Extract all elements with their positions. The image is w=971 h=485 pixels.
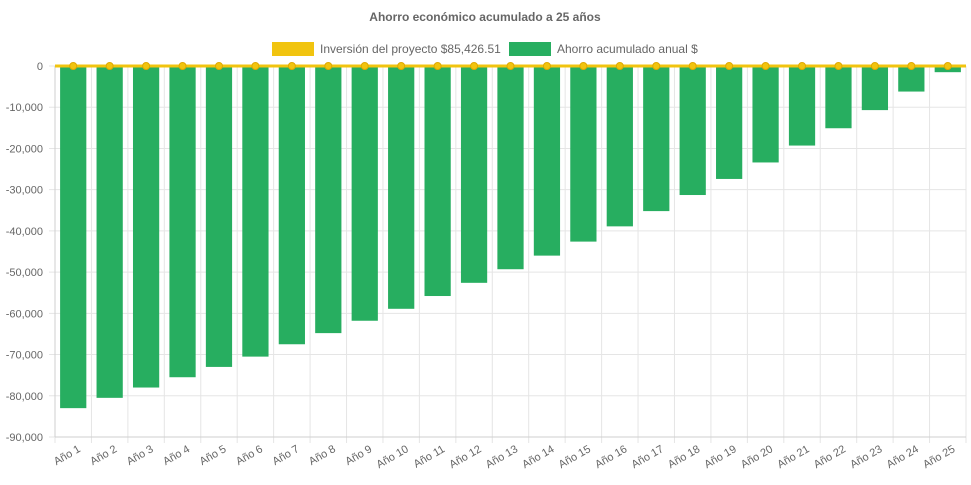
x-tick-label: Año 15: [557, 443, 593, 471]
x-tick-label: Año 16: [593, 443, 629, 471]
line-point[interactable]: [506, 62, 515, 70]
x-tick-label: Año 4: [161, 443, 192, 468]
x-tick-label: Año 12: [447, 443, 483, 471]
x-tick-label: Año 7: [270, 443, 301, 468]
x-axis-ticks: Año 1 Año 2 Año 3 Año 4 Año 5 Año 6 Año 7 Año 8…: [52, 443, 957, 471]
line-point[interactable]: [615, 62, 624, 70]
x-tick-label: Año 8: [307, 443, 338, 468]
line-point[interactable]: [433, 62, 442, 70]
bar[interactable]: [351, 66, 378, 321]
line-point[interactable]: [324, 62, 333, 70]
x-tick-label: Año 1: [52, 443, 83, 468]
bar[interactable]: [570, 66, 597, 242]
bar[interactable]: [716, 66, 743, 179]
x-tick-label: Año 24: [885, 443, 921, 471]
line-point[interactable]: [251, 62, 260, 70]
x-tick-label: Año 14: [520, 443, 556, 471]
legend-swatch-investment[interactable]: [272, 42, 314, 56]
bar[interactable]: [315, 66, 342, 334]
bar[interactable]: [861, 66, 889, 111]
line-point[interactable]: [214, 62, 223, 70]
x-tick-label: Año 21: [775, 443, 811, 471]
x-tick-label: Año 23: [848, 443, 884, 471]
bar[interactable]: [388, 66, 415, 309]
bar[interactable]: [679, 66, 706, 196]
bar[interactable]: [643, 66, 670, 212]
bar[interactable]: [60, 66, 87, 409]
y-tick-label: -10,000: [6, 102, 43, 114]
line-point[interactable]: [688, 62, 697, 70]
investment-line: [55, 62, 966, 70]
bar[interactable]: [205, 66, 233, 367]
line-point[interactable]: [943, 62, 952, 70]
bar[interactable]: [460, 66, 488, 283]
y-tick-label: -80,000: [6, 391, 43, 403]
x-tick-label: Año 9: [343, 443, 374, 468]
line-point[interactable]: [761, 62, 770, 70]
x-tick-label: Año 18: [666, 443, 702, 471]
line-point[interactable]: [870, 62, 879, 70]
x-tick-label: Año 22: [812, 443, 848, 471]
bar[interactable]: [497, 66, 524, 270]
x-tick-label: Año 11: [412, 443, 447, 470]
y-tick-label: -30,000: [6, 185, 43, 197]
x-tick-label: Año 13: [484, 443, 520, 471]
y-tick-label: -70,000: [6, 350, 43, 362]
bar[interactable]: [825, 66, 852, 129]
x-tick-label: Año 6: [234, 443, 265, 468]
line-point[interactable]: [907, 62, 916, 70]
line-point[interactable]: [397, 62, 406, 70]
x-tick-label: Año 20: [739, 443, 775, 471]
y-tick-label: 0: [37, 61, 43, 73]
x-tick-label: Año 25: [921, 443, 957, 471]
line-point[interactable]: [178, 62, 187, 70]
legend-label-investment[interactable]: Inversión del proyecto $85,426.51: [320, 42, 501, 56]
x-tick-label: Año 3: [125, 443, 156, 468]
line-point[interactable]: [725, 62, 734, 70]
y-tick-label: -90,000: [6, 432, 43, 444]
bar[interactable]: [132, 66, 160, 388]
line-point[interactable]: [579, 62, 588, 70]
line-point[interactable]: [142, 62, 151, 70]
line-point[interactable]: [287, 62, 296, 70]
bar[interactable]: [278, 66, 305, 345]
x-tick-label: Año 19: [702, 443, 738, 471]
legend: Inversión del proyecto $85,426.51 Ahorro…: [272, 42, 698, 56]
y-axis-ticks: 0 -10,000 -20,000 -30,000 -40,000 -50,000 -60,…: [6, 61, 43, 444]
line-point[interactable]: [360, 62, 369, 70]
bar[interactable]: [606, 66, 633, 227]
bar[interactable]: [96, 66, 123, 398]
chart-title: Ahorro económico acumulado a 25 años: [369, 10, 601, 24]
x-tick-label: Año 2: [88, 443, 119, 468]
bar[interactable]: [424, 66, 451, 297]
line-point[interactable]: [834, 62, 843, 70]
y-tick-label: -20,000: [6, 143, 43, 155]
line-point[interactable]: [542, 62, 551, 70]
x-tick-label: Año 17: [630, 443, 666, 471]
y-tick-label: -50,000: [6, 267, 43, 279]
bar[interactable]: [169, 66, 196, 378]
bar[interactable]: [242, 66, 269, 357]
y-tick-label: -60,000: [6, 308, 43, 320]
line-point[interactable]: [470, 62, 479, 70]
y-tick-label: -40,000: [6, 226, 43, 238]
bar[interactable]: [533, 66, 561, 256]
x-tick-label: Año 10: [374, 443, 410, 471]
line-point[interactable]: [652, 62, 661, 70]
bar[interactable]: [752, 66, 779, 163]
bar[interactable]: [788, 66, 816, 146]
legend-swatch-savings[interactable]: [509, 42, 551, 56]
bar[interactable]: [898, 66, 925, 92]
legend-label-savings[interactable]: Ahorro acumulado anual $: [557, 42, 698, 56]
line-point[interactable]: [69, 62, 78, 70]
bars: [60, 66, 961, 409]
line-point[interactable]: [105, 62, 114, 70]
line-point[interactable]: [798, 62, 807, 70]
x-tick-label: Año 5: [198, 443, 229, 468]
grid: [49, 65, 967, 443]
